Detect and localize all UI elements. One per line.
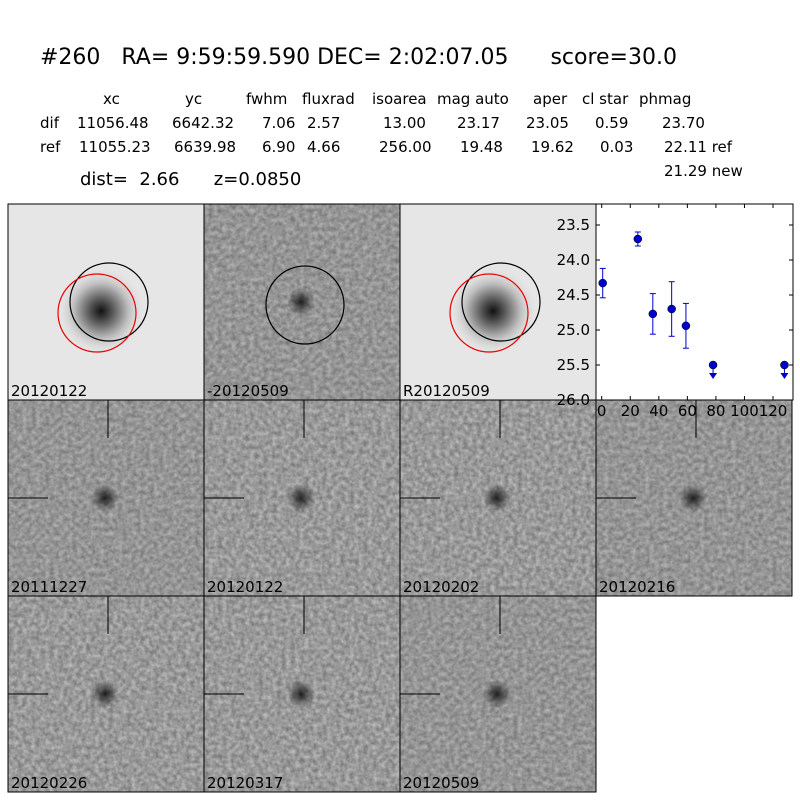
aperture-ref: [57, 273, 137, 353]
column-header: aper: [533, 90, 568, 108]
panel-label: 20120122: [11, 382, 87, 400]
x-tick-label: 100: [730, 402, 759, 420]
panel-label: 20120122: [207, 578, 283, 596]
panel-label: 20120226: [11, 774, 87, 792]
column-header: xc: [103, 90, 120, 108]
panel-label: 20120202: [403, 578, 479, 596]
table-cell: 0.03: [600, 138, 633, 156]
source: [287, 484, 315, 512]
table-cell: 13.00: [383, 114, 426, 132]
column-header: mag auto: [437, 90, 509, 108]
y-tick-label: 25.0: [557, 321, 590, 339]
y-tick-label: 24.0: [557, 251, 590, 269]
table-cell: 7.06: [262, 114, 295, 132]
panel-label: 20120509: [403, 774, 479, 792]
limit-head: [780, 373, 789, 379]
column-header: phmag: [639, 90, 691, 108]
frame: [399, 595, 597, 793]
table-cell: 23.05: [526, 114, 569, 132]
y-tick-label: 25.5: [557, 356, 590, 374]
source: [91, 484, 119, 512]
extra-mag: 21.29 new: [664, 162, 743, 180]
table-cell: dif: [40, 114, 60, 132]
galaxy: [448, 266, 538, 356]
plot-area: [595, 203, 794, 401]
table-cell: 19.62: [531, 138, 574, 156]
table-cell: ref: [40, 138, 61, 156]
source: [679, 484, 707, 512]
table-cell: 256.00: [379, 138, 432, 156]
table-cell: 23.17: [457, 114, 500, 132]
panel-label: -20120509: [207, 382, 289, 400]
table-cell: 19.48: [460, 138, 503, 156]
source: [483, 680, 511, 708]
table-cell: 6642.32: [172, 114, 234, 132]
aperture: [69, 262, 149, 342]
column-header: fwhm: [246, 90, 287, 108]
x-tick-label: 20: [621, 402, 640, 420]
column-header: isoarea: [372, 90, 427, 108]
point: [681, 321, 691, 331]
y-tick-label: 24.5: [557, 286, 590, 304]
point: [780, 360, 789, 370]
panel-label: R20120509: [403, 382, 490, 400]
source: [287, 680, 315, 708]
aperture: [265, 265, 345, 345]
x-tick-label: 120: [759, 402, 788, 420]
table-cell: 2.57: [307, 114, 340, 132]
x-tick-label: 0: [597, 402, 607, 420]
aperture: [461, 262, 541, 342]
x-tick-label: 40: [649, 402, 668, 420]
column-header: fluxrad: [302, 90, 355, 108]
galaxy: [56, 266, 146, 356]
table-cell: 6639.98: [174, 138, 236, 156]
column-header: cl star: [582, 90, 629, 108]
panel-label: 20111227: [11, 578, 87, 596]
y-tick-label: 23.5: [557, 216, 590, 234]
x-tick-label: 60: [678, 402, 697, 420]
limit-head: [709, 373, 718, 379]
point: [667, 304, 676, 314]
column-header: yc: [185, 90, 202, 108]
point: [633, 234, 643, 244]
light-curve: 23.5 24.0 24.5 25.0 25.5 26.0 0 20 40 60 80 100 120: [557, 203, 794, 420]
table-cell: 11056.48: [77, 114, 149, 132]
table-cell: 11055.23: [79, 138, 151, 156]
source: [287, 288, 315, 316]
source: [483, 484, 511, 512]
table-cell: 0.59: [595, 114, 628, 132]
aperture-ref: [449, 273, 529, 353]
table-cell: 23.70: [662, 114, 705, 132]
point: [598, 278, 607, 288]
table-cell: 22.11 ref: [664, 138, 733, 156]
point: [708, 360, 718, 370]
panel-label: 20120317: [207, 774, 283, 792]
source: [91, 680, 119, 708]
table-cell: 6.90: [262, 138, 295, 156]
panel-label: 20120216: [599, 578, 675, 596]
x-tick-label: 80: [706, 402, 725, 420]
title: #260 RA= 9:59:59.590 DEC= 2:02:07.05 sco…: [40, 45, 677, 70]
dist-line: dist= 2.66 z=0.0850: [80, 169, 301, 190]
point: [648, 309, 658, 319]
y-tick-label: 26.0: [557, 391, 590, 409]
table-cell: 4.66: [307, 138, 340, 156]
